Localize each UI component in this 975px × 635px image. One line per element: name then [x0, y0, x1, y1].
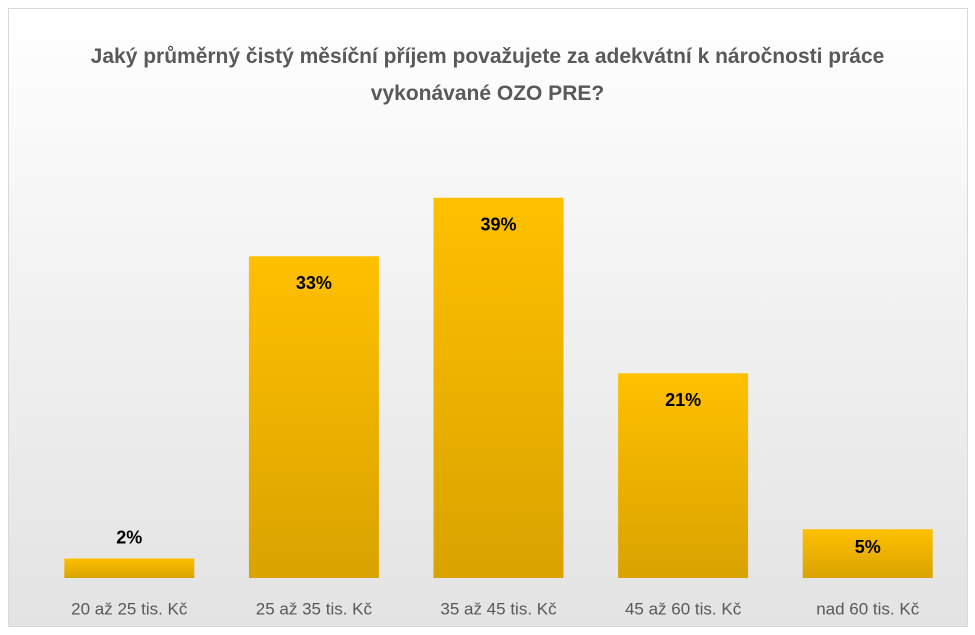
data-label: 39% [480, 215, 516, 235]
x-tick-label: 35 až 45 tis. Kč [440, 599, 557, 618]
x-tick-label: 45 až 60 tis. Kč [625, 599, 742, 618]
bar [433, 197, 564, 578]
data-label: 5% [855, 537, 881, 557]
bar [248, 256, 379, 578]
x-tick-label: 25 až 35 tis. Kč [256, 599, 373, 618]
data-label: 2% [116, 527, 142, 547]
data-label: 33% [296, 273, 332, 293]
data-label: 21% [665, 390, 701, 410]
x-tick-label: nad 60 tis. Kč [816, 599, 920, 618]
bar [618, 373, 749, 578]
chart-title: Jaký průměrný čistý měsíční příjem považ… [90, 45, 885, 105]
bar [802, 529, 933, 578]
bar [64, 558, 195, 578]
x-tick-label: 20 až 25 tis. Kč [71, 599, 188, 618]
